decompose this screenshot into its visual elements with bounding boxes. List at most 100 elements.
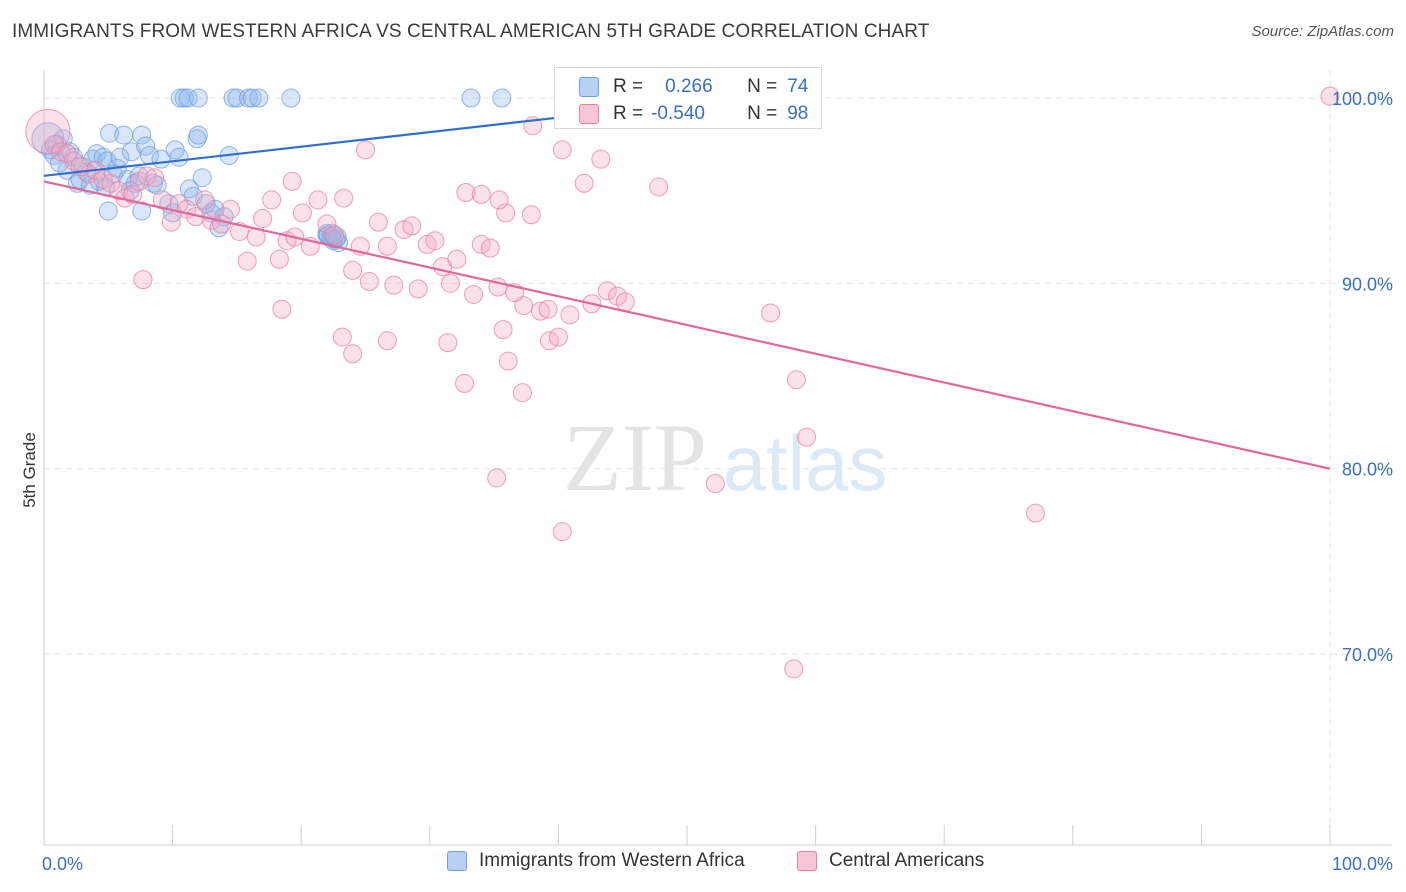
point-central-americans bbox=[455, 373, 475, 393]
point-central-americans bbox=[109, 181, 129, 201]
point-western-africa bbox=[492, 88, 512, 108]
point-western-africa bbox=[178, 88, 198, 108]
point-central-americans bbox=[480, 238, 500, 258]
watermark: ZIP atlas bbox=[563, 404, 887, 511]
point-central-americans bbox=[797, 427, 817, 447]
point-western-africa bbox=[192, 168, 212, 188]
point-western-africa bbox=[136, 136, 156, 156]
point-western-africa bbox=[281, 88, 301, 108]
point-central-americans bbox=[493, 320, 513, 340]
point-central-americans bbox=[220, 199, 240, 219]
point-central-americans bbox=[377, 236, 397, 256]
point-western-africa bbox=[188, 125, 208, 145]
watermark-atlas: atlas bbox=[723, 419, 888, 507]
point-central-americans bbox=[498, 351, 518, 371]
grid-lines bbox=[44, 70, 1392, 845]
stat-n-value: 98 bbox=[787, 103, 809, 124]
point-central-americans bbox=[332, 327, 352, 347]
point-central-americans bbox=[51, 142, 71, 162]
legend-item-central-americans[interactable]: Central Americans bbox=[797, 850, 984, 872]
point-central-americans bbox=[356, 140, 375, 160]
point-western-africa bbox=[100, 123, 120, 143]
point-western-africa bbox=[87, 144, 107, 164]
point-central-americans bbox=[512, 383, 532, 403]
point-central-americans bbox=[282, 171, 302, 191]
point-central-americans bbox=[325, 225, 345, 245]
stat-n-label: N = bbox=[747, 103, 778, 124]
point-central-americans bbox=[489, 190, 509, 210]
point-central-americans bbox=[161, 212, 181, 232]
chart-title: IMMIGRANTS FROM WESTERN AFRICA VS CENTRA… bbox=[12, 21, 930, 42]
point-central-americans bbox=[456, 183, 476, 203]
point-western-africa bbox=[209, 218, 229, 238]
point-central-americans bbox=[25, 108, 71, 154]
point-central-americans bbox=[447, 249, 467, 269]
y-tick-label: 70.0% bbox=[1342, 645, 1393, 665]
data-points bbox=[25, 86, 1340, 679]
trend-line-western-africa bbox=[43, 115, 568, 177]
point-western-africa bbox=[132, 125, 152, 145]
point-central-americans bbox=[408, 279, 428, 299]
point-central-americans bbox=[334, 188, 354, 208]
point-central-americans bbox=[471, 184, 491, 204]
point-central-americans bbox=[145, 168, 165, 188]
point-central-americans bbox=[269, 249, 289, 269]
point-central-americans bbox=[487, 468, 507, 488]
tick-labels: 70.0% 80.0% 90.0% 100.0% 0.0% 100.0% bbox=[42, 89, 1393, 874]
point-central-americans bbox=[591, 149, 611, 169]
point-central-americans bbox=[195, 190, 215, 210]
stat-n-label: N = bbox=[747, 76, 778, 97]
stat-swatch-western-africa bbox=[579, 77, 599, 97]
trend-line-central-americans bbox=[43, 180, 1331, 470]
point-central-americans bbox=[530, 301, 550, 321]
point-central-americans bbox=[597, 281, 617, 301]
point-central-americans bbox=[57, 144, 77, 164]
legend-swatch-central-americans bbox=[797, 851, 817, 871]
correlation-legend: R = 0.266 N = 74 R = -0.540 N = 98 bbox=[554, 67, 822, 129]
point-western-africa bbox=[188, 88, 208, 108]
point-central-americans bbox=[133, 270, 153, 290]
point-central-americans bbox=[521, 205, 541, 225]
point-central-americans bbox=[359, 271, 379, 291]
point-central-americans bbox=[552, 522, 572, 542]
point-central-americans bbox=[786, 370, 806, 390]
legend-item-western-africa[interactable]: Immigrants from Western Africa bbox=[447, 850, 745, 872]
point-central-americans bbox=[761, 303, 781, 323]
point-central-americans bbox=[237, 251, 257, 271]
point-central-americans bbox=[343, 344, 363, 364]
legend-label-central-americans: Central Americans bbox=[829, 850, 985, 871]
point-central-americans bbox=[560, 305, 580, 325]
stat-r-value: -0.540 bbox=[651, 103, 705, 124]
point-western-africa bbox=[98, 201, 118, 221]
stat-r-value: 0.266 bbox=[665, 76, 713, 97]
point-central-americans bbox=[649, 177, 669, 197]
point-central-americans bbox=[552, 140, 572, 160]
point-central-americans bbox=[440, 273, 460, 293]
point-central-americans bbox=[317, 214, 337, 234]
x-tick-label: 0.0% bbox=[42, 854, 83, 874]
point-central-americans bbox=[608, 286, 628, 306]
watermark-zip: ZIP bbox=[563, 404, 707, 511]
legend-label-western-africa: Immigrants from Western Africa bbox=[479, 850, 745, 871]
point-central-americans bbox=[129, 171, 149, 191]
source-label: Source: ZipAtlas.com bbox=[1251, 23, 1394, 40]
point-central-americans bbox=[377, 331, 397, 351]
point-central-americans bbox=[101, 173, 121, 193]
stat-row-central-americans: R = -0.540 N = 98 bbox=[555, 100, 808, 128]
point-western-africa bbox=[242, 88, 262, 108]
point-central-americans bbox=[368, 212, 388, 232]
legend-swatch-western-africa bbox=[447, 851, 467, 871]
point-western-africa bbox=[461, 88, 481, 108]
point-central-americans bbox=[464, 284, 484, 304]
point-central-americans bbox=[1320, 86, 1340, 106]
point-central-americans bbox=[705, 473, 725, 493]
bottom-legend: Immigrants from Western Africa Central A… bbox=[0, 850, 1406, 880]
point-central-americans bbox=[343, 260, 363, 280]
point-central-americans bbox=[1026, 503, 1046, 523]
point-central-americans bbox=[137, 166, 157, 186]
y-axis-label: 5th Grade bbox=[20, 432, 39, 508]
axes bbox=[43, 70, 1392, 846]
point-central-americans bbox=[425, 231, 445, 251]
point-central-americans bbox=[615, 292, 635, 312]
y-tick-label: 80.0% bbox=[1342, 460, 1393, 480]
